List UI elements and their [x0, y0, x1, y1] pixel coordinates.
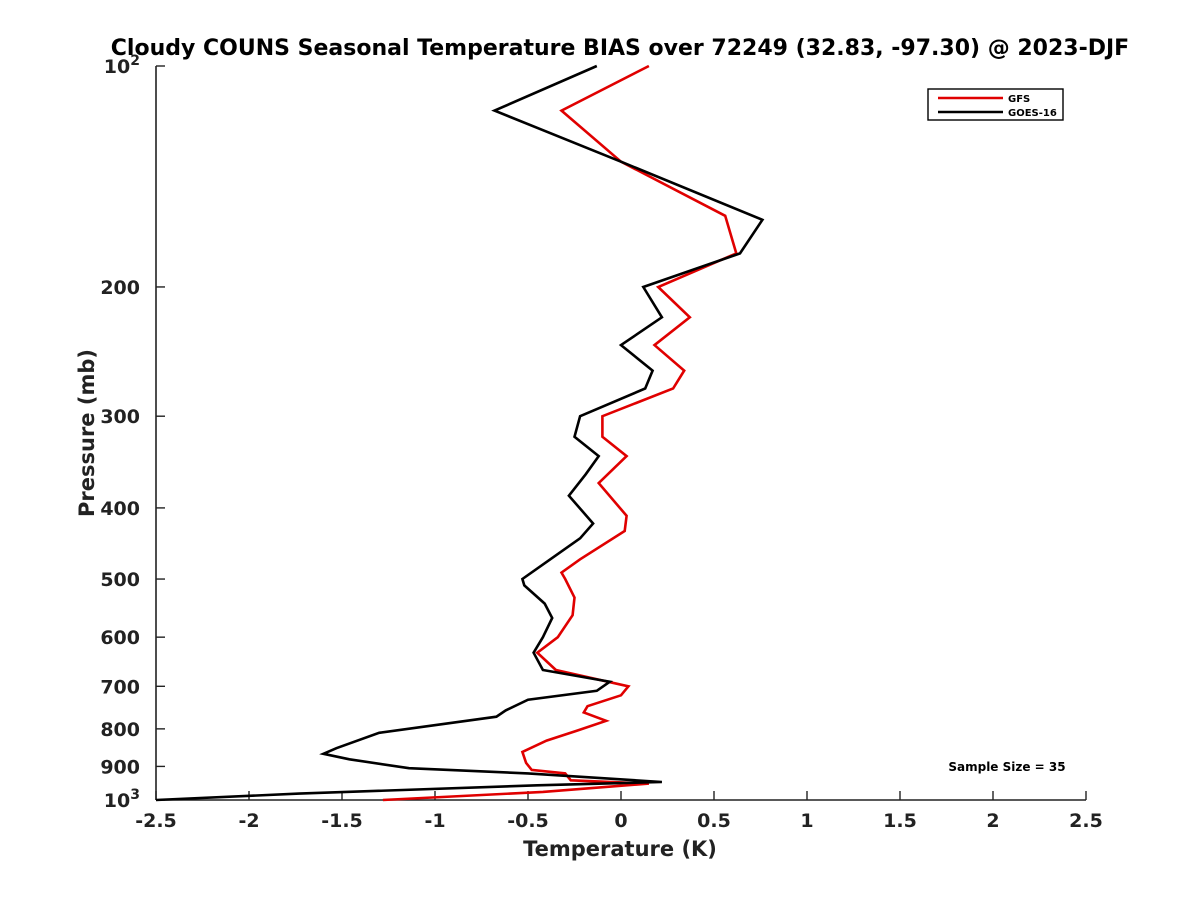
x-tick-label: -1.5	[321, 810, 363, 832]
x-tick-label: 0	[614, 810, 627, 832]
y-tick-label: 102	[104, 53, 140, 78]
y-tick-label: 800	[100, 719, 140, 741]
x-tick-label: -1	[424, 810, 445, 832]
y-tick-label: 700	[100, 676, 140, 698]
x-tick-label: -0.5	[507, 810, 549, 832]
y-tick-label: 300	[100, 406, 140, 428]
y-tick-label: 400	[100, 498, 140, 520]
series-line-gfs	[382, 64, 738, 802]
x-tick-label: 1	[800, 810, 813, 832]
y-tick-label: 103	[104, 787, 140, 812]
x-tick-label: -2	[238, 810, 259, 832]
x-tick-label: 1.5	[883, 810, 917, 832]
x-tick-label: 0.5	[697, 810, 731, 832]
y-tick-label: 600	[100, 627, 140, 649]
chart-title: Cloudy COUNS Seasonal Temperature BIAS o…	[111, 36, 1129, 61]
series-line-goes-16	[155, 64, 765, 802]
sample-size-annotation: Sample Size = 35	[948, 760, 1065, 774]
y-tick-label: 200	[100, 277, 140, 299]
axes: -2.5 -2 -1.5 -1 -0.5 0 0.5 1 1.5 2 2.5 102 200 300 400…	[100, 53, 1103, 832]
y-axis-label: Pressure (mb)	[75, 349, 99, 517]
series-layer	[155, 64, 765, 802]
y-tick-label: 500	[100, 569, 140, 591]
x-tick-label: 2	[986, 810, 999, 832]
y-tick-label: 900	[100, 756, 140, 778]
x-tick-label: 2.5	[1069, 810, 1103, 832]
x-tick-label: -2.5	[135, 810, 177, 832]
x-axis-label: Temperature (K)	[523, 837, 717, 861]
legend: GFS GOES-16	[927, 88, 1064, 121]
legend-label: GOES-16	[1008, 108, 1057, 119]
legend-box	[927, 88, 1064, 121]
legend-label: GFS	[1008, 94, 1030, 105]
